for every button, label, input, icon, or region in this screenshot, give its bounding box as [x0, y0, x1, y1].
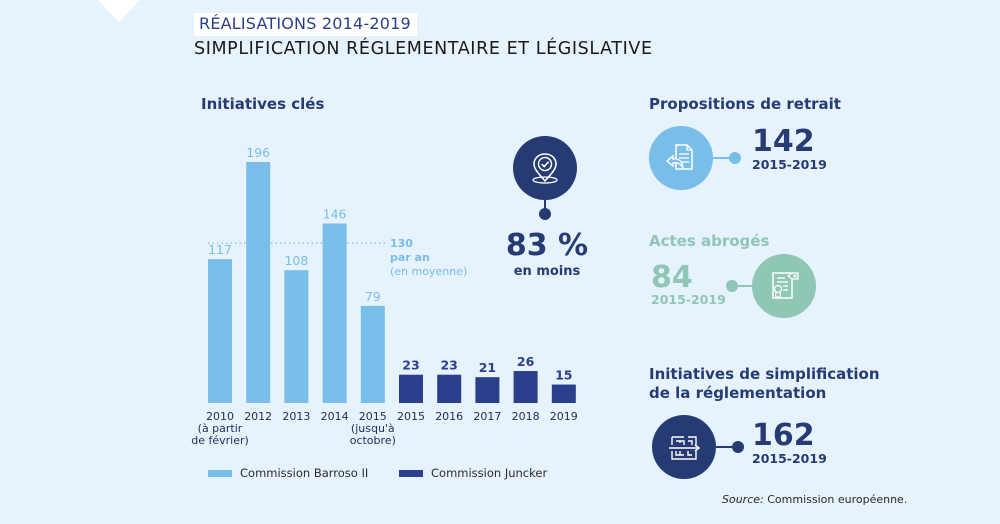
bar-value-label: 26	[517, 354, 535, 369]
bar-barroso-3	[322, 223, 347, 403]
legend-item-barroso: Commission Barroso II	[208, 466, 368, 480]
legend-item-juncker: Commission Juncker	[399, 466, 547, 480]
header-notch	[98, 0, 140, 22]
x-tick-label: (jusqu'à	[351, 422, 395, 435]
connector-line	[716, 446, 736, 448]
x-tick-label: 2014	[321, 410, 349, 423]
x-tick-label: 2010	[206, 410, 234, 423]
withdrawals-title: Propositions de retrait	[649, 95, 841, 113]
repealed-period: 2015-2019	[651, 292, 726, 307]
bar-value-label: 146	[323, 206, 347, 221]
simplification-value: 162	[752, 418, 815, 453]
bar-value-label: 23	[402, 358, 419, 373]
chart-title: Initiatives clés	[201, 95, 325, 113]
reduction-value: 83 %	[505, 228, 589, 263]
location-check-icon	[513, 136, 577, 200]
legend-label-barroso: Commission Barroso II	[240, 466, 369, 480]
page-title: SIMPLIFICATION RÉGLEMENTAIRE ET LÉGISLAT…	[194, 39, 653, 59]
bar-juncker-7	[475, 377, 500, 403]
bar-value-label: 108	[284, 253, 308, 268]
simplification-period: 2015-2019	[752, 451, 827, 466]
bar-value-label: 79	[365, 289, 381, 304]
kicker-label: RÉALISATIONS 2014-2019	[194, 13, 417, 36]
average-value: 130	[390, 237, 413, 250]
average-note: (en moyenne)	[390, 265, 468, 278]
bar-barroso-1	[246, 162, 271, 403]
bar-value-label: 117	[208, 242, 232, 257]
x-tick-label: 2019	[550, 410, 578, 423]
bar-value-label: 15	[555, 368, 572, 383]
connector-line	[544, 200, 546, 212]
bar-value-label: 196	[246, 145, 270, 160]
x-tick-label: 2015	[397, 410, 425, 423]
certificate-delete-icon	[752, 254, 816, 318]
connector-dot	[539, 208, 551, 220]
x-tick-label: (à partir	[198, 422, 243, 435]
x-tick-label: 2017	[473, 410, 501, 423]
legend-swatch-barroso	[208, 469, 232, 477]
bar-juncker-9	[551, 384, 576, 403]
bar-juncker-8	[513, 371, 538, 403]
simplification-title-1: Initiatives de simplification	[649, 365, 880, 383]
x-tick-label: 2015	[359, 410, 387, 423]
source-text: Commission européenne.	[763, 493, 908, 506]
x-tick-label: 2018	[512, 410, 540, 423]
bar-juncker-5	[399, 374, 423, 403]
reduction-stat: 83 % en moins	[502, 228, 592, 280]
source-note: Source: Commission européenne.	[722, 493, 907, 506]
bar-barroso-2	[284, 270, 309, 403]
connector-line	[732, 285, 754, 287]
bar-value-label: 21	[479, 360, 496, 375]
x-tick-label: 2016	[435, 410, 463, 423]
x-tick-label: octobre)	[350, 434, 396, 447]
average-unit: par an	[390, 251, 430, 264]
connector-dot	[732, 441, 744, 453]
connector-line	[713, 157, 733, 159]
reduction-label: en moins	[513, 264, 581, 279]
x-tick-label: de février)	[191, 434, 249, 447]
average-annotation: 130 par an (en moyenne)	[390, 237, 467, 279]
legend-label-juncker: Commission Juncker	[431, 466, 548, 480]
bar-barroso-4	[360, 305, 385, 403]
x-tick-label: 2012	[244, 410, 272, 423]
document-return-icon	[649, 126, 713, 190]
bar-value-label: 23	[440, 358, 457, 373]
connector-dot	[729, 152, 741, 164]
simplification-title-2: de la réglementation	[649, 384, 827, 402]
withdrawals-period: 2015-2019	[752, 157, 827, 172]
source-prefix: Source:	[722, 493, 764, 506]
bar-barroso-0	[208, 259, 232, 403]
x-tick-label: 2013	[282, 410, 310, 423]
withdrawals-value: 142	[752, 124, 815, 159]
repealed-value: 84	[651, 260, 693, 295]
maze-arrow-icon	[652, 415, 716, 479]
repealed-title: Actes abrogés	[649, 232, 770, 250]
bar-juncker-6	[437, 374, 462, 403]
legend-swatch-juncker	[399, 469, 423, 477]
